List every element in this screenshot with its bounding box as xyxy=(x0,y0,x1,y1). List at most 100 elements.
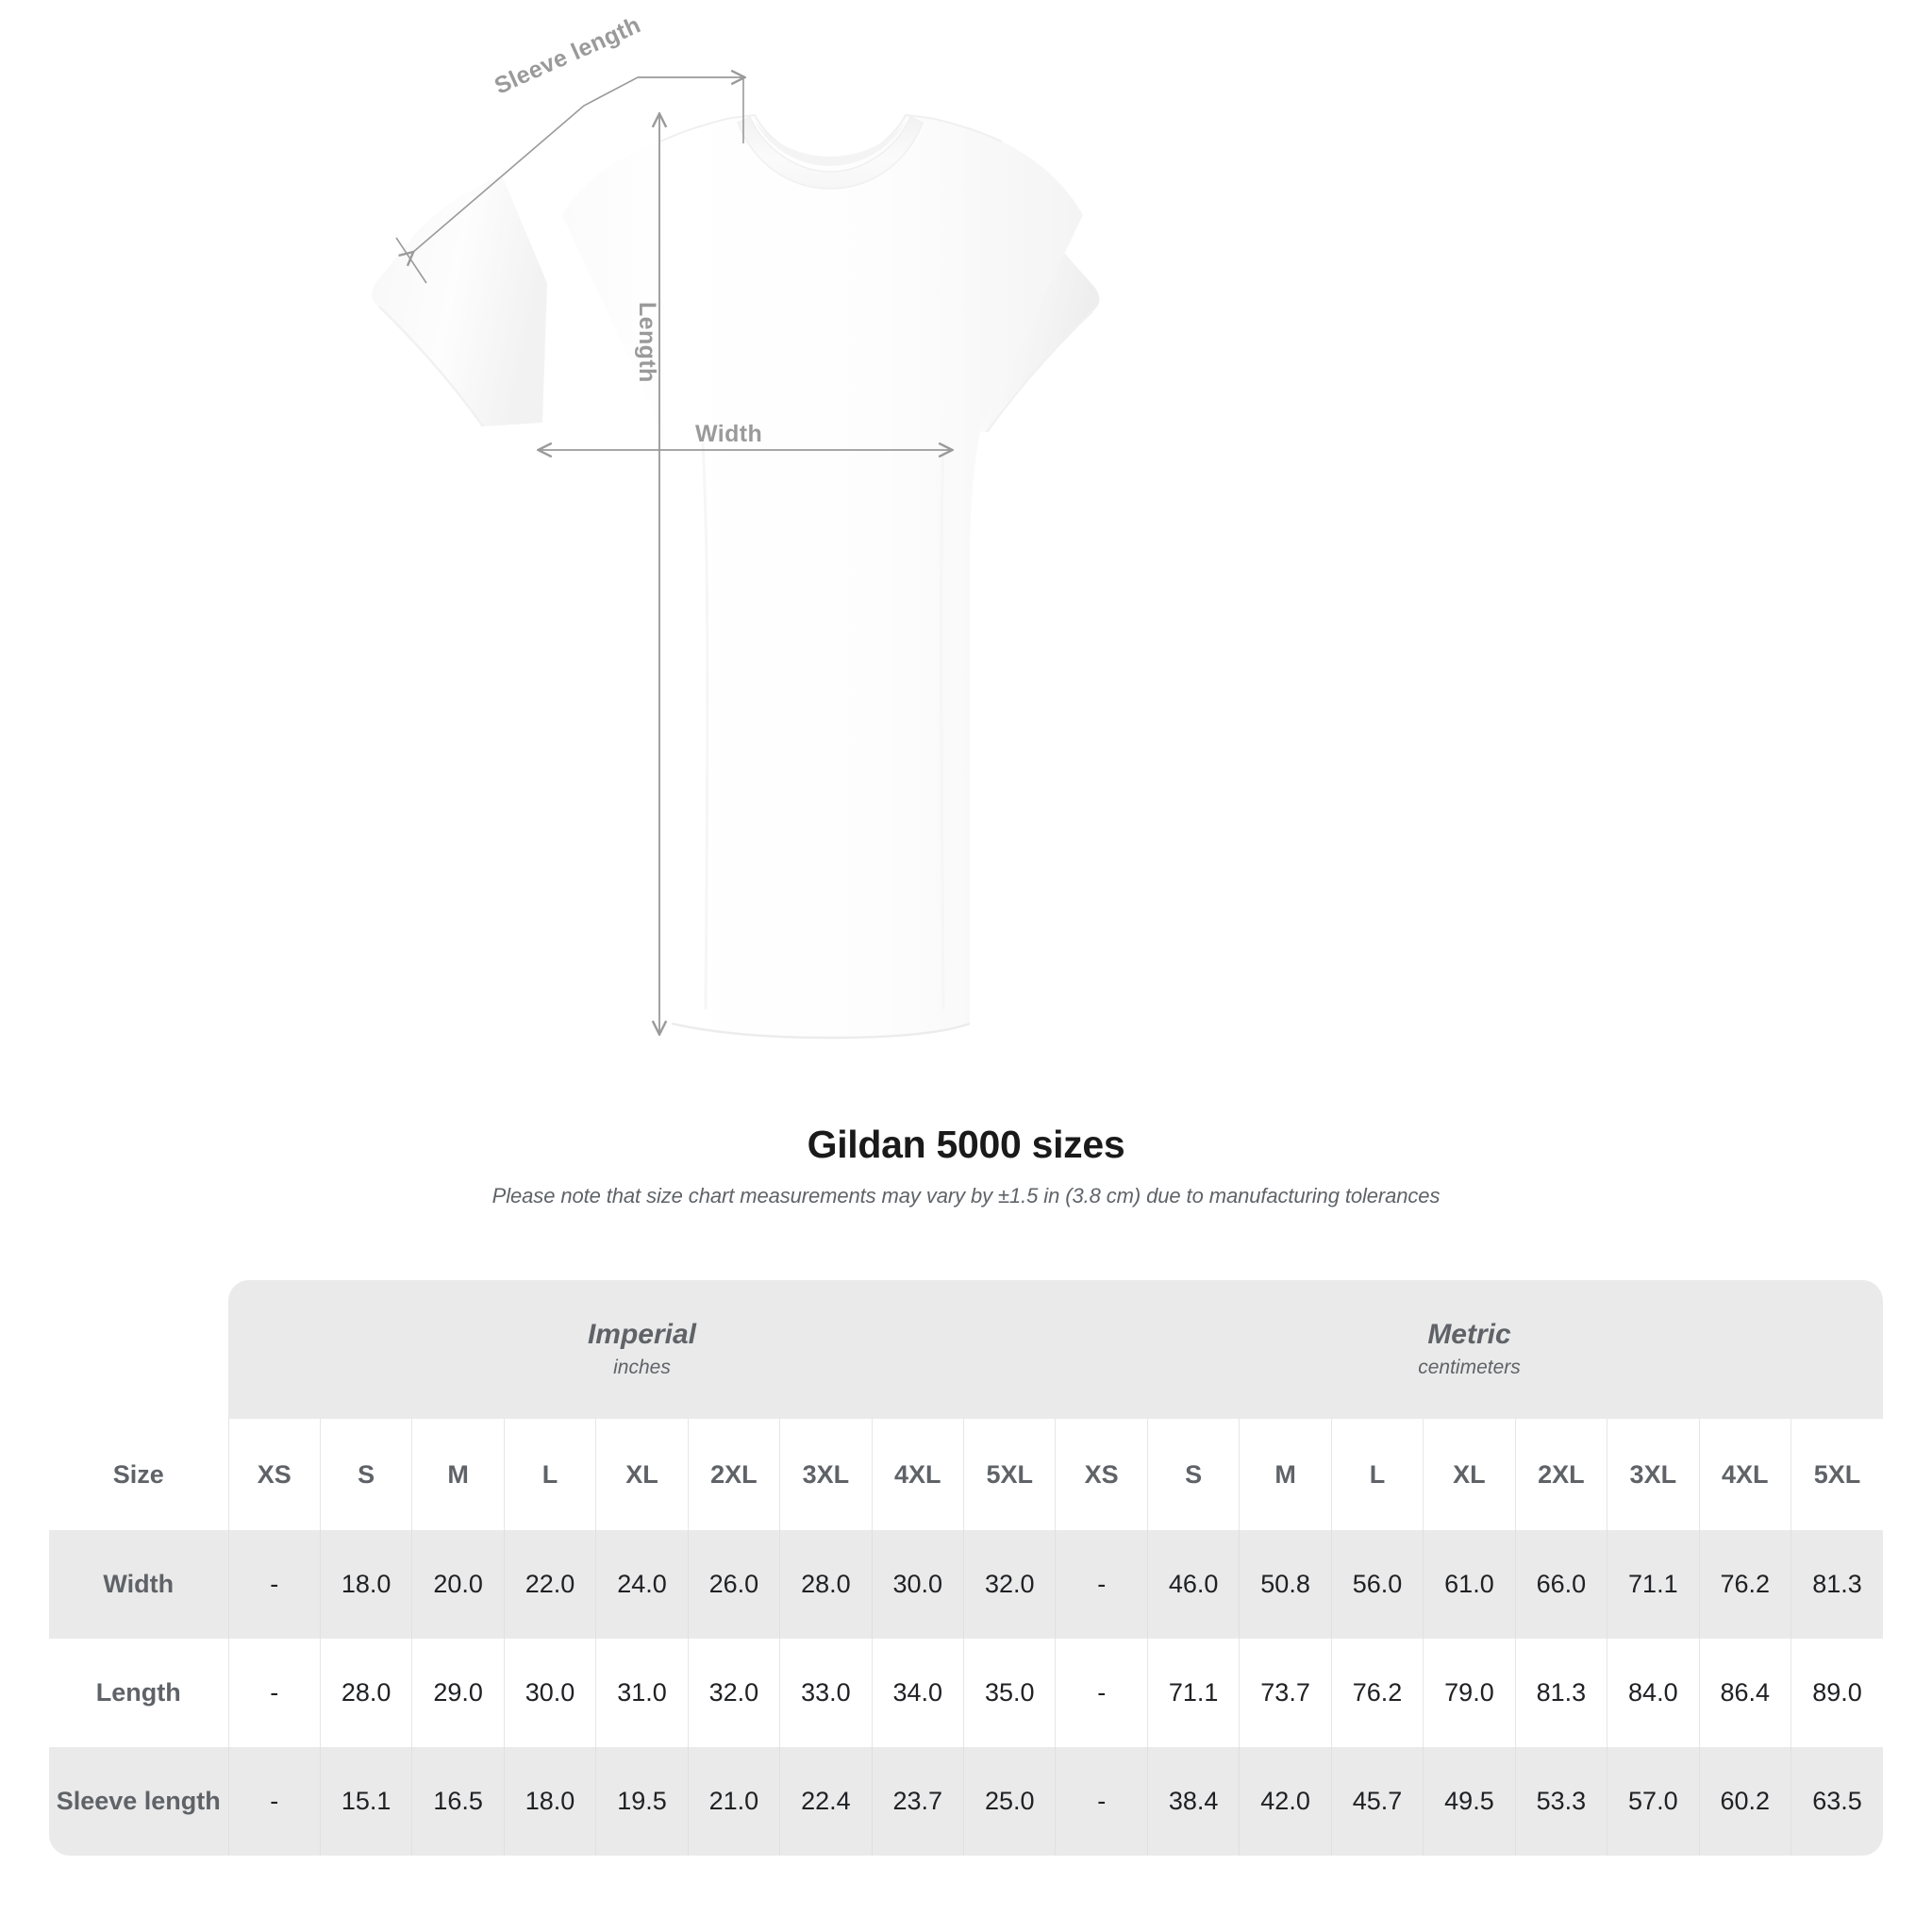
cell-width-metric-m: 50.8 xyxy=(1239,1530,1332,1639)
cell-width-imperial-s: 18.0 xyxy=(319,1530,412,1639)
cell-sleeve-length-imperial-s: 15.1 xyxy=(319,1747,412,1856)
size-header-metric-m: M xyxy=(1239,1419,1332,1530)
size-header-imperial-l: L xyxy=(503,1419,596,1530)
size-chart-table-wrap: Imperial inches Metric centimeters Size XS S M L… xyxy=(49,1280,1884,1856)
size-header-imperial-3xl: 3XL xyxy=(779,1419,873,1530)
cell-sleeve-length-metric-m: 42.0 xyxy=(1239,1747,1332,1856)
size-header-imperial-xl: XL xyxy=(595,1419,689,1530)
cell-length-imperial-4xl: 34.0 xyxy=(871,1639,964,1747)
size-header-metric-5xl: 5XL xyxy=(1790,1419,1884,1530)
cell-sleeve-length-metric-4xl: 60.2 xyxy=(1698,1747,1791,1856)
cell-sleeve-length-imperial-5xl: 25.0 xyxy=(962,1747,1056,1856)
table-row-width: Width -18.0 20.0 22.0 24.0 26.0 28.0 30.0 32.0-4… xyxy=(49,1530,1884,1639)
cell-length-metric-xl: 79.0 xyxy=(1423,1639,1516,1747)
cell-sleeve-length-imperial-3xl: 22.4 xyxy=(779,1747,873,1856)
cell-sleeve-length-imperial-2xl: 21.0 xyxy=(687,1747,780,1856)
cell-length-metric-xs: - xyxy=(1055,1639,1148,1747)
cell-sleeve-length-metric-xs: - xyxy=(1055,1747,1148,1856)
unit-group-imperial: Imperial inches xyxy=(228,1280,1056,1419)
table-row-sleeve-length: Sleeve length -15.1 16.5 18.0 19.5 21.0 22.4 23… xyxy=(49,1747,1884,1856)
cell-sleeve-length-metric-3xl: 57.0 xyxy=(1607,1747,1700,1856)
cell-width-metric-s: 46.0 xyxy=(1146,1530,1240,1639)
width-label: Width xyxy=(695,421,763,447)
cell-length-imperial-s: 28.0 xyxy=(319,1639,412,1747)
size-header-metric-2xl: 2XL xyxy=(1514,1419,1607,1530)
cell-width-imperial-xs: - xyxy=(227,1530,321,1639)
cell-sleeve-length-imperial-m: 16.5 xyxy=(411,1747,505,1856)
size-header-metric-s: S xyxy=(1146,1419,1240,1530)
size-header-imperial-m: M xyxy=(411,1419,505,1530)
cell-length-imperial-xl: 31.0 xyxy=(595,1639,689,1747)
cell-length-metric-4xl: 86.4 xyxy=(1698,1639,1791,1747)
size-header-metric-3xl: 3XL xyxy=(1607,1419,1700,1530)
cell-width-imperial-3xl: 28.0 xyxy=(779,1530,873,1639)
cell-sleeve-length-metric-l: 45.7 xyxy=(1330,1747,1424,1856)
cell-width-metric-5xl: 81.3 xyxy=(1790,1530,1884,1639)
table-row-length: Length -28.0 29.0 30.0 31.0 32.0 33.0 34.0 35.0-… xyxy=(49,1639,1884,1747)
cell-width-imperial-xl: 24.0 xyxy=(595,1530,689,1639)
tolerance-note: Please note that size chart measurements… xyxy=(491,1184,1441,1208)
cell-length-metric-s: 71.1 xyxy=(1146,1639,1240,1747)
row-label-length: Length xyxy=(49,1639,228,1747)
cell-sleeve-length-metric-s: 38.4 xyxy=(1146,1747,1240,1856)
unit-group-name: Imperial xyxy=(587,1319,697,1350)
cell-length-imperial-m: 29.0 xyxy=(411,1639,505,1747)
cell-sleeve-length-imperial-xs: - xyxy=(227,1747,321,1856)
cell-width-metric-3xl: 71.1 xyxy=(1607,1530,1700,1639)
size-header-label: Size xyxy=(49,1419,228,1530)
cell-sleeve-length-imperial-4xl: 23.7 xyxy=(871,1747,964,1856)
cell-sleeve-length-metric-xl: 49.5 xyxy=(1423,1747,1516,1856)
title-block: Gildan 5000 sizes Please note that size … xyxy=(0,1123,1932,1208)
cell-length-imperial-3xl: 33.0 xyxy=(779,1639,873,1747)
tshirt-shape xyxy=(372,113,1100,1040)
row-label-width: Width xyxy=(49,1530,228,1639)
cell-width-metric-2xl: 66.0 xyxy=(1514,1530,1607,1639)
size-header-row: Size XS S M L XL 2XL 3XL 4XL 5XL XS S M L XL 2XL 3XL 4XL 5… xyxy=(49,1419,1884,1530)
size-header-imperial-s: S xyxy=(319,1419,412,1530)
cell-length-metric-5xl: 89.0 xyxy=(1790,1639,1884,1747)
cell-width-metric-xs: - xyxy=(1055,1530,1148,1639)
cell-length-imperial-5xl: 35.0 xyxy=(962,1639,1056,1747)
length-label: Length xyxy=(634,302,660,383)
cell-sleeve-length-metric-2xl: 53.3 xyxy=(1514,1747,1607,1856)
cell-length-imperial-2xl: 32.0 xyxy=(687,1639,780,1747)
cell-width-imperial-m: 20.0 xyxy=(411,1530,505,1639)
cell-width-imperial-2xl: 26.0 xyxy=(687,1530,780,1639)
cell-sleeve-length-imperial-xl: 19.5 xyxy=(595,1747,689,1856)
cell-length-metric-l: 76.2 xyxy=(1330,1639,1424,1747)
unit-group-header-row: Imperial inches Metric centimeters xyxy=(49,1280,1884,1419)
unit-group-unit: centimeters xyxy=(1418,1356,1521,1378)
cell-width-metric-xl: 61.0 xyxy=(1423,1530,1516,1639)
size-header-imperial-5xl: 5XL xyxy=(962,1419,1056,1530)
size-header-imperial-2xl: 2XL xyxy=(687,1419,780,1530)
tshirt-diagram: Sleeve length Length Width xyxy=(372,0,1100,1040)
size-chart-table: Imperial inches Metric centimeters Size XS S M L… xyxy=(49,1280,1884,1856)
cell-width-metric-l: 56.0 xyxy=(1330,1530,1424,1639)
size-header-imperial-xs: XS xyxy=(227,1419,321,1530)
cell-width-metric-4xl: 76.2 xyxy=(1698,1530,1791,1639)
cell-width-imperial-5xl: 32.0 xyxy=(962,1530,1056,1639)
unit-group-unit: inches xyxy=(613,1356,671,1378)
dimension-lines xyxy=(395,77,951,1033)
size-header-metric-xl: XL xyxy=(1423,1419,1516,1530)
cell-length-metric-2xl: 81.3 xyxy=(1514,1639,1607,1747)
cell-length-metric-3xl: 84.0 xyxy=(1607,1639,1700,1747)
tshirt-illustration xyxy=(372,0,1100,1040)
table-corner-cell xyxy=(49,1280,228,1419)
cell-length-metric-m: 73.7 xyxy=(1239,1639,1332,1747)
row-label-sleeve-length: Sleeve length xyxy=(49,1747,228,1856)
cell-length-imperial-l: 30.0 xyxy=(503,1639,596,1747)
cell-width-imperial-l: 22.0 xyxy=(503,1530,596,1639)
size-header-metric-xs: XS xyxy=(1055,1419,1148,1530)
cell-sleeve-length-imperial-l: 18.0 xyxy=(503,1747,596,1856)
cell-width-imperial-4xl: 30.0 xyxy=(871,1530,964,1639)
cell-length-imperial-xs: - xyxy=(227,1639,321,1747)
unit-group-metric: Metric centimeters xyxy=(1055,1280,1884,1419)
size-header-metric-4xl: 4XL xyxy=(1698,1419,1791,1530)
size-header-metric-l: L xyxy=(1330,1419,1424,1530)
sleeve-end-tick xyxy=(395,237,427,284)
cell-sleeve-length-metric-5xl: 63.5 xyxy=(1790,1747,1884,1856)
unit-group-name: Metric xyxy=(1427,1319,1511,1350)
size-header-imperial-4xl: 4XL xyxy=(871,1419,964,1530)
page-title: Gildan 5000 sizes xyxy=(807,1123,1125,1166)
